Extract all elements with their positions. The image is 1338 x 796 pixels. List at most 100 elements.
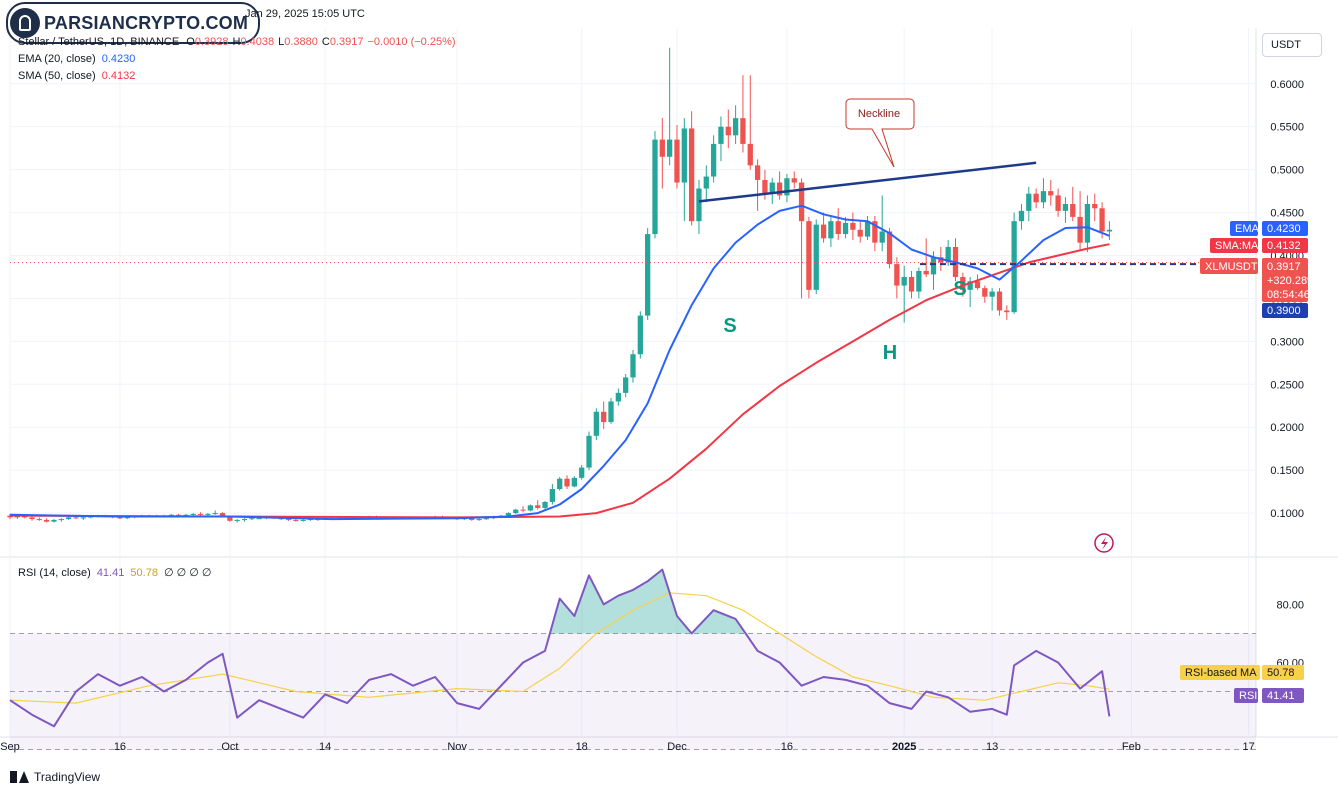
candle-body (798, 182, 805, 222)
candle-body (681, 128, 687, 183)
ohlc-values: O0.3928 H0.4038 L0.3880 C0.3917 −0.0010 (−0.… (182, 36, 455, 48)
ohlc-value: 0.3880 (284, 36, 318, 48)
candle-body (703, 176, 709, 189)
ema-value-badge: 0.4230 (1267, 223, 1301, 235)
ohlc-item: −0.0010 (−0.25%) (367, 36, 455, 48)
candle-body (256, 518, 262, 520)
rsi-value: 41.41 (96, 567, 125, 579)
candle-body (483, 518, 490, 520)
candle-body (476, 519, 482, 521)
candle-body (967, 281, 973, 290)
candle-body (784, 178, 790, 196)
ema-value-badge-bg (1262, 221, 1308, 236)
candle-body (227, 516, 233, 521)
candle-body (300, 519, 306, 521)
candle-body (219, 513, 226, 517)
currency-button[interactable]: USDT (1262, 33, 1322, 57)
rsi-name-badge: RSI (1239, 690, 1257, 702)
candle-body (520, 509, 526, 511)
sma-value-badge: 0.4132 (1267, 240, 1301, 252)
candle-body (593, 411, 599, 436)
sma-label: SMA (50, close) (18, 70, 96, 82)
rsi-value-badge-bg (1262, 688, 1304, 703)
level-value-badge-bg (1262, 303, 1308, 318)
legend-ema[interactable]: EMA (20, close) 0.4230 (18, 53, 135, 65)
candle-body (674, 139, 680, 183)
price-badges: EMA 0.4230 SMA:MA 0.4132 XLMUSDT 0.3917 +320.2… (1180, 221, 1317, 703)
candle-body (923, 270, 929, 275)
tradingview-footer[interactable]: TradingView (10, 770, 100, 784)
candle-body (886, 231, 893, 265)
candle-body (835, 221, 841, 235)
time-tick-label: Oct (221, 741, 238, 753)
candle-body (505, 513, 512, 516)
candle-body (945, 246, 951, 263)
candle-body (36, 519, 42, 521)
legend-rsi[interactable]: RSI (14, close) 41.41 50.78 ∅ ∅ ∅ ∅ (18, 566, 212, 579)
candle-body (1018, 210, 1025, 222)
price-tick-label: 0.4500 (1270, 208, 1304, 220)
rsi-ma-name-badge-bg (1180, 665, 1260, 680)
candle-body (44, 519, 50, 522)
candle-body (630, 354, 636, 378)
candle-body (1092, 204, 1098, 209)
logo-icon (10, 8, 40, 38)
price-tick-label: 0.5000 (1270, 165, 1304, 177)
rsi-extra-values: ∅ ∅ ∅ ∅ (164, 567, 212, 579)
candle-body (29, 517, 35, 520)
candle-body (1077, 216, 1083, 243)
rsi-line (9, 568, 1111, 728)
legend-sma[interactable]: SMA (50, close) 0.4132 (18, 70, 135, 82)
candle-body (205, 513, 211, 515)
candle-body (80, 517, 86, 519)
candle-body (754, 165, 761, 180)
candle-body (637, 315, 643, 355)
candle-body (762, 179, 768, 194)
candle-body (197, 513, 204, 515)
time-tick-label: 13 (986, 741, 998, 753)
candle-body (696, 188, 702, 222)
candle-body (879, 231, 885, 243)
ohlc-item: L0.3880 (278, 36, 318, 48)
time-tick-label: Dec (667, 741, 687, 753)
price-tick-label: 0.2500 (1270, 379, 1304, 391)
ohlc-item: C0.3917 (322, 36, 364, 48)
candle-body (65, 517, 72, 520)
candle-body (564, 478, 570, 487)
candle-body (212, 513, 218, 515)
sma-value: 0.4132 (101, 70, 136, 82)
symbol-name-badge: XLMUSDT (1205, 261, 1258, 273)
price-tick-label: 0.2000 (1270, 422, 1304, 434)
candle-body (842, 222, 849, 235)
candle-body (820, 224, 827, 239)
sma-50-line (9, 243, 1110, 519)
ohlc-value: 0.3928 (194, 36, 229, 48)
watermark-logo: PARSIANCRYPTO.COM (6, 2, 261, 44)
candle-body (241, 519, 248, 521)
candle-body (571, 477, 578, 487)
candle-body (601, 411, 607, 423)
candle-body (542, 501, 548, 508)
time-tick-label: 16 (114, 741, 126, 753)
candle-body (769, 182, 775, 194)
price-tick-label: 0.3000 (1270, 336, 1304, 348)
price-tick-label: 0.1500 (1270, 465, 1304, 477)
candle-body (1033, 193, 1039, 203)
candle-body (850, 222, 856, 230)
candle-body (1026, 193, 1032, 211)
candle-body (659, 139, 665, 157)
candle-body (307, 519, 314, 521)
candle-body (58, 519, 64, 521)
rsi-label: RSI (14, close) (18, 567, 91, 579)
candle-body (608, 401, 614, 423)
sma-value-badge-bg (1262, 238, 1308, 253)
neckline-label: Neckline (858, 108, 900, 120)
rsi-name-badge-bg (1234, 688, 1258, 703)
candle-body (51, 519, 57, 522)
candle-body (894, 264, 900, 286)
ohlc-label: C (321, 36, 330, 48)
rsi-ma-line (9, 592, 1110, 704)
symbol-name-badge-bg (1200, 258, 1258, 274)
price-tick-label: 0.5500 (1270, 122, 1304, 134)
